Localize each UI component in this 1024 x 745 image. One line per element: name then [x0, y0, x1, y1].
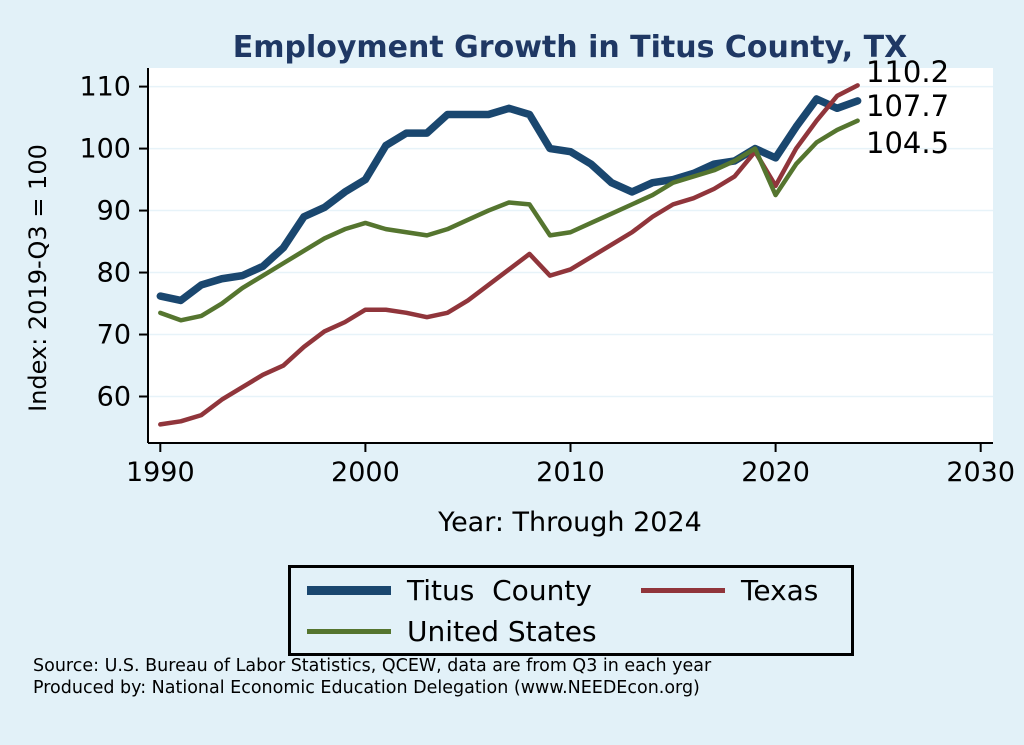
source-note: Source: U.S. Bureau of Labor Statistics,… — [33, 656, 712, 676]
y-axis-label: Index: 2019-Q3 = 100 — [24, 144, 52, 412]
svg-text:80: 80 — [97, 258, 131, 289]
legend-row: United States — [291, 615, 851, 648]
end-label-titus-county: 107.7 — [866, 89, 950, 123]
svg-text:2020: 2020 — [741, 457, 810, 488]
legend-label-texas: Texas — [741, 573, 819, 607]
legend-item-united-states: United States — [291, 615, 625, 648]
svg-text:70: 70 — [97, 320, 131, 351]
producer-note: Produced by: National Economic Education… — [33, 678, 700, 698]
svg-text:110: 110 — [79, 72, 131, 103]
svg-text:90: 90 — [97, 196, 131, 227]
svg-text:2030: 2030 — [946, 457, 1015, 488]
legend-swatch-united-states — [307, 628, 391, 634]
legend-row: Titus County Texas — [291, 574, 851, 607]
svg-text:1990: 1990 — [126, 457, 195, 488]
end-label-texas: 110.2 — [866, 55, 950, 89]
svg-text:2000: 2000 — [331, 457, 400, 488]
svg-text:100: 100 — [79, 134, 131, 165]
legend-item-texas: Texas — [625, 574, 818, 607]
legend-item-titus-county: Titus County — [291, 574, 625, 607]
chart-title: Employment Growth in Titus County, TX — [232, 30, 908, 65]
svg-text:2010: 2010 — [536, 457, 605, 488]
x-axis-label: Year: Through 2024 — [438, 507, 702, 538]
legend-label-united-states: United States — [407, 614, 597, 648]
end-label-united-states: 104.5 — [866, 126, 950, 160]
legend: Titus County Texas United States — [288, 565, 854, 656]
legend-swatch-texas — [641, 587, 725, 593]
svg-text:60: 60 — [97, 382, 131, 413]
legend-label-titus-county: Titus County — [407, 573, 592, 607]
legend-swatch-titus-county — [307, 585, 391, 595]
